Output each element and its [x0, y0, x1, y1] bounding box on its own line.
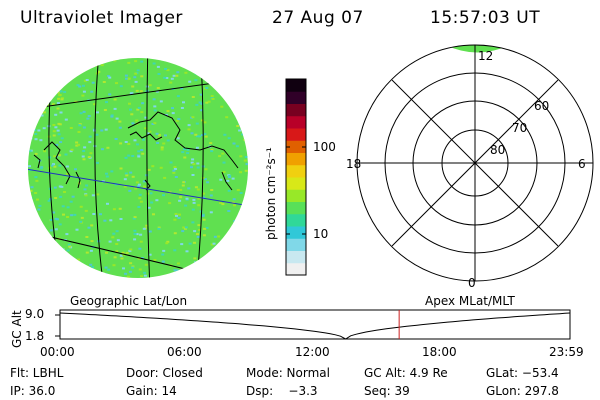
altitude-plot	[55, 309, 571, 340]
mlat-80-label: 80	[490, 143, 505, 157]
colorbar	[285, 78, 307, 276]
mlt-18-label: 18	[346, 157, 361, 171]
colorbar-swatch	[286, 164, 306, 178]
mlt-6-label: 6	[578, 157, 586, 171]
altitude-ytick-high: 9.0	[25, 307, 45, 321]
left-image-caption: Geographic Lat/Lon	[70, 294, 188, 308]
mlt-12-label: 12	[478, 49, 493, 63]
xtick-1200: 12:00	[295, 345, 330, 359]
xtick-0000: 00:00	[40, 345, 75, 359]
time-label: 15:57:03 UT	[430, 8, 541, 28]
colorbar-unit-label: photon cm⁻²s⁻¹	[264, 147, 278, 240]
colorbar-swatch	[286, 189, 306, 202]
altitude-ytick-low: 1.8	[25, 329, 45, 343]
info-glon: GLon: 297.8	[486, 384, 559, 398]
colorbar-swatch	[286, 262, 306, 276]
geographic-image	[28, 58, 248, 278]
colorbar-swatch	[286, 201, 306, 215]
info-seq: Seq: 39	[364, 384, 410, 398]
polar-plot: 12 18 6 0 60 70 80	[346, 44, 594, 290]
date-label: 27 Aug 07	[272, 8, 364, 28]
mlat-70-label: 70	[512, 121, 527, 135]
info-mode: Mode: Normal	[246, 366, 330, 380]
colorbar-swatch	[286, 103, 306, 117]
right-image-caption: Apex MLat/MLT	[425, 294, 515, 308]
mlat-60-label: 60	[534, 99, 549, 113]
info-dsp: Dsp: −3.3	[246, 384, 318, 398]
terminator-line	[28, 167, 248, 207]
info-gain: Gain: 14	[126, 384, 177, 398]
instrument-title: Ultraviolet Imager	[20, 8, 183, 28]
colorbar-swatch	[286, 91, 306, 104]
colorbar-swatch	[286, 115, 306, 129]
info-gc-alt: GC Alt: 4.9 Re	[364, 366, 448, 380]
coastline	[33, 111, 239, 191]
xtick-2359: 23:59	[549, 345, 584, 359]
info-door: Door: Closed	[126, 366, 203, 380]
xtick-0600: 06:00	[167, 345, 202, 359]
info-ip: IP: 36.0	[10, 384, 56, 398]
colorbar-swatch	[286, 213, 306, 227]
altitude-curve	[59, 312, 571, 340]
colorbar-swatch	[286, 250, 306, 264]
mlt-0-label: 0	[468, 276, 476, 290]
info-flt: Flt: LBHL	[10, 366, 64, 380]
polar-aurora-patch	[440, 45, 512, 53]
colorbar-swatch	[286, 238, 306, 251]
colorbar-swatch	[286, 226, 306, 239]
altitude-frame	[59, 309, 571, 340]
colorbar-tick-100: 100	[313, 140, 336, 154]
colorbar-swatch	[286, 152, 306, 166]
colorbar-swatch	[286, 128, 306, 141]
altitude-ylabel: GC Alt	[10, 310, 24, 348]
colorbar-swatch	[286, 140, 306, 153]
colorbar-swatch	[286, 79, 306, 92]
colorbar-frame	[285, 78, 307, 276]
info-glat: GLat: −53.4	[486, 366, 559, 380]
aurora-disk	[28, 58, 248, 278]
polar-diagonal-2	[391, 79, 559, 247]
xtick-1800: 18:00	[422, 345, 457, 359]
colorbar-swatch	[286, 177, 306, 190]
colorbar-tick-10: 10	[313, 227, 329, 241]
